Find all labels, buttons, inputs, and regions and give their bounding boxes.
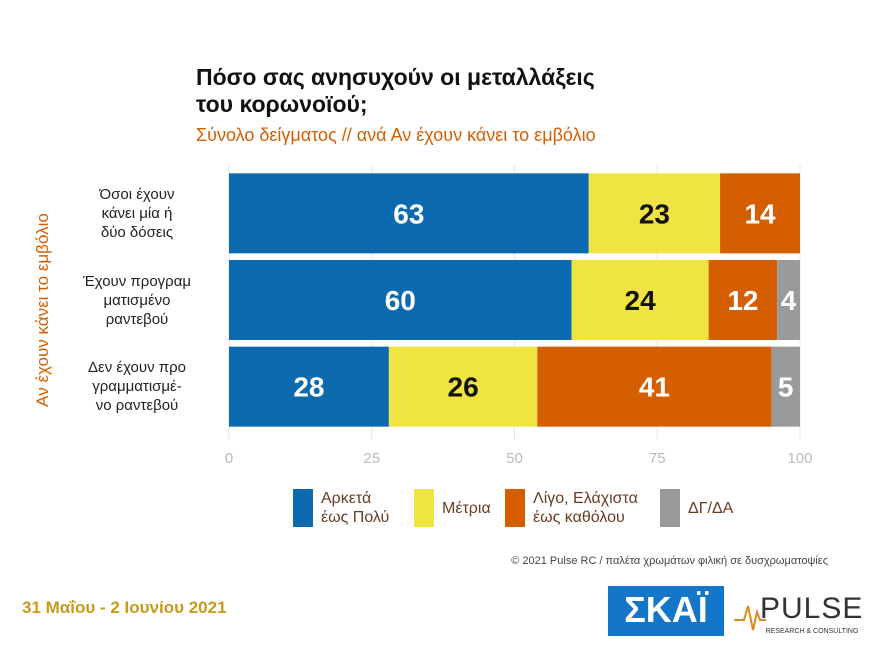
x-tick-label: 0 — [225, 450, 233, 467]
chart-title: Πόσο σας ανησυχούν οι μεταλλάξεις του κο… — [196, 64, 595, 117]
value-label: 23 — [639, 198, 670, 229]
legend-label: ΔΓ/ΔΑ — [688, 499, 734, 517]
category-label: Όσοι έχουν κάνει μία ή δύο δόσεις — [99, 185, 175, 241]
bar-segment — [537, 346, 772, 427]
legend-label: Λίγο, Ελάχιστα έως καθόλου — [533, 490, 638, 526]
skai-logo-bg — [608, 586, 724, 636]
value-label: 5 — [778, 372, 794, 403]
x-tick-label: 75 — [649, 450, 666, 467]
value-label: 28 — [293, 372, 324, 403]
legend-label: Μέτρια — [442, 499, 491, 517]
x-tick-label: 25 — [363, 450, 380, 467]
skai-logo: ΣΚΑΪ — [624, 589, 709, 630]
legend-swatch — [505, 489, 525, 527]
bar-segment — [777, 260, 800, 340]
legend-label: Αρκετά έως Πολύ — [321, 490, 390, 526]
value-label: 24 — [625, 285, 657, 316]
legend-swatch — [414, 489, 434, 527]
value-label: 14 — [744, 198, 776, 229]
value-label: 41 — [639, 372, 670, 403]
bar-segment — [571, 260, 709, 340]
legend-swatch — [293, 489, 313, 527]
bar-segment — [229, 173, 589, 254]
value-label: 12 — [727, 285, 758, 316]
pulse-logo: PULSE — [760, 592, 863, 625]
value-label: 60 — [385, 285, 416, 316]
bar-segment — [229, 346, 389, 427]
bar-segment — [229, 260, 572, 340]
pulse-logo-sub: RESEARCH & CONSULTING — [766, 628, 859, 635]
x-tick-label: 50 — [506, 450, 523, 467]
bar-segment — [771, 346, 800, 427]
value-label: 26 — [448, 372, 479, 403]
bar-segment — [588, 173, 721, 254]
chart-subtitle: Σύνολο δείγματος // ανά Αν έχουν κάνει τ… — [196, 125, 596, 145]
pulse-logo-wave — [734, 605, 766, 631]
copyright: © 2021 Pulse RC / παλέτα χρωμάτων φιλική… — [511, 555, 828, 567]
y-axis-label: Αν έχουν κάνει το εμβόλιο — [33, 213, 52, 407]
bar-segment — [720, 173, 800, 254]
value-label: 63 — [393, 198, 424, 229]
date: 31 Μαΐου - 2 Ιουνίου 2021 — [22, 598, 227, 617]
x-tick-label: 100 — [787, 450, 812, 467]
bar-segment — [388, 346, 538, 427]
bar-segment — [708, 260, 778, 340]
legend-swatch — [660, 489, 680, 527]
category-label: Δεν έχουν προ γραμματισμέ- νο ραντεβού — [88, 359, 186, 415]
category-label: Έχουν προγραμ ματισμένο ραντεβού — [82, 272, 192, 328]
value-label: 4 — [781, 285, 797, 316]
